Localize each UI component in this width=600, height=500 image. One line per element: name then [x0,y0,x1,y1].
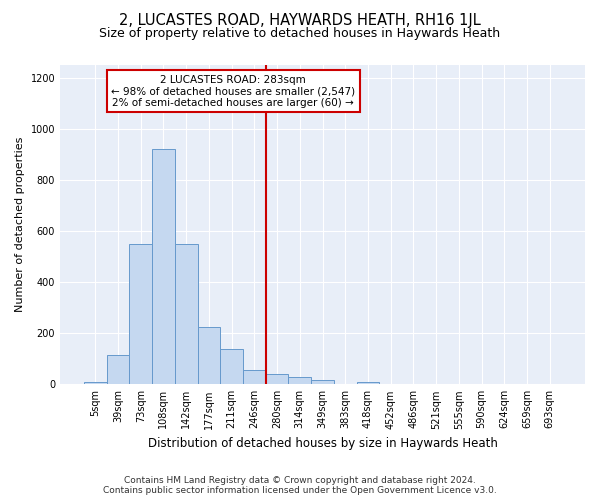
Text: Size of property relative to detached houses in Haywards Heath: Size of property relative to detached ho… [100,28,500,40]
Bar [84,382,107,384]
Bar [289,376,311,384]
Bar [152,150,175,384]
Bar [243,370,266,384]
Text: 2, LUCASTES ROAD, HAYWARDS HEATH, RH16 1JL: 2, LUCASTES ROAD, HAYWARDS HEATH, RH16 1… [119,12,481,28]
Bar [311,380,334,384]
Y-axis label: Number of detached properties: Number of detached properties [15,137,25,312]
Bar [197,327,220,384]
Bar [107,355,130,384]
Bar [130,244,152,384]
Bar [220,348,243,384]
Text: Contains HM Land Registry data © Crown copyright and database right 2024.
Contai: Contains HM Land Registry data © Crown c… [103,476,497,495]
Bar [356,382,379,384]
Text: 2 LUCASTES ROAD: 283sqm
← 98% of detached houses are smaller (2,547)
2% of semi-: 2 LUCASTES ROAD: 283sqm ← 98% of detache… [111,74,355,108]
Bar [175,244,197,384]
Bar [266,374,289,384]
X-axis label: Distribution of detached houses by size in Haywards Heath: Distribution of detached houses by size … [148,437,497,450]
